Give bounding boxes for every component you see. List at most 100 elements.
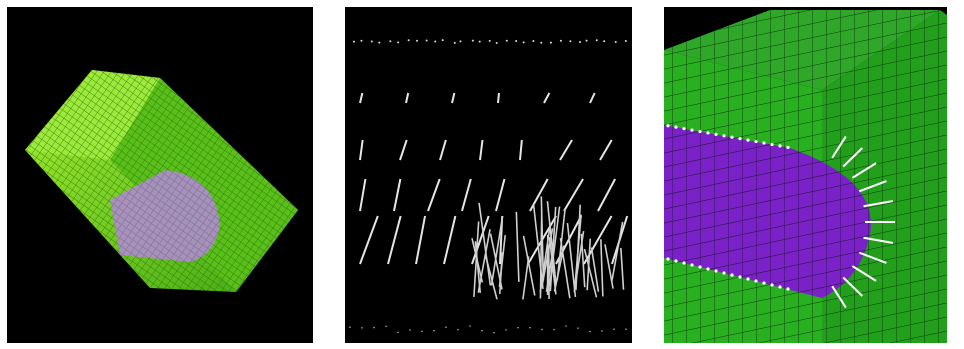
vector: [359, 92, 364, 104]
vector: [497, 92, 500, 104]
dot: [624, 39, 627, 42]
edge-dot: [674, 125, 678, 129]
edge-dot: [730, 273, 734, 277]
vector: [590, 247, 600, 292]
edge-dot: [778, 144, 782, 148]
normal: [842, 147, 864, 168]
edge-dot: [682, 261, 686, 265]
normal-vectors: [666, 124, 895, 309]
vector: [415, 215, 427, 265]
panel-solid-mesh: [7, 7, 313, 343]
vector: [405, 92, 410, 104]
vector: [387, 215, 402, 265]
edge-dot: [722, 134, 726, 138]
edge-dot: [770, 142, 774, 147]
vector: [478, 202, 492, 286]
dot: [625, 328, 627, 331]
vector: [566, 222, 577, 298]
dot: [541, 328, 543, 331]
vector: [471, 215, 490, 265]
dot: [373, 326, 375, 329]
normal: [863, 200, 894, 208]
dot: [505, 39, 508, 42]
vector: [490, 215, 504, 286]
vector: [546, 201, 557, 284]
dot: [589, 330, 591, 333]
vector: [597, 178, 616, 212]
dot: [370, 40, 373, 43]
edge-dot: [690, 128, 694, 132]
panel-background: [345, 7, 632, 343]
vector: [479, 139, 484, 161]
vector: [359, 215, 379, 265]
dot: [421, 330, 423, 333]
dot: [522, 41, 525, 44]
dot: [515, 39, 518, 42]
vector: [600, 239, 604, 297]
edge-dot: [746, 277, 750, 281]
dot: [493, 331, 495, 334]
normal: [851, 162, 877, 179]
edge-dot: [698, 265, 702, 269]
normal: [842, 276, 864, 297]
panel-vector-field: [345, 7, 632, 343]
vector: [583, 248, 598, 298]
dot: [577, 327, 579, 329]
edge-dot: [666, 124, 670, 128]
vector: [439, 139, 447, 161]
dot: [585, 39, 588, 42]
dot: [601, 330, 603, 332]
vector: [548, 237, 557, 295]
vector: [604, 244, 614, 289]
vector: [539, 209, 543, 299]
edge-dot: [706, 267, 710, 271]
normal: [858, 251, 887, 264]
vector: [586, 238, 592, 291]
dot: [549, 41, 552, 44]
edge-dot: [730, 135, 734, 139]
vector: [443, 215, 457, 265]
vector: [477, 229, 491, 293]
cut-mesh-overlay: [110, 170, 220, 262]
dot: [445, 326, 447, 329]
edge-dot: [666, 257, 670, 261]
dot: [361, 327, 363, 329]
vector: [573, 214, 582, 293]
cut-mesh-overlay: [664, 125, 871, 298]
edge-dot: [770, 283, 774, 287]
edge-dot: [754, 139, 758, 144]
edge-dot: [762, 141, 766, 145]
vector: [461, 178, 472, 212]
dot: [553, 328, 555, 331]
dot: [378, 41, 381, 44]
dot: [385, 325, 387, 328]
vector: [359, 139, 364, 161]
dot: [532, 40, 535, 43]
vector: [498, 235, 506, 287]
edge-dot: [714, 269, 718, 273]
vector: [522, 256, 530, 300]
normal: [851, 265, 877, 282]
vector: [589, 92, 596, 104]
edge-dot: [722, 271, 726, 275]
dot: [579, 40, 582, 43]
panel-coarse-mesh: [664, 7, 947, 343]
dot: [569, 40, 572, 43]
dot: [495, 41, 498, 44]
normal: [831, 285, 847, 309]
vector: [599, 139, 613, 161]
vector: [451, 92, 456, 104]
dot: [433, 329, 435, 332]
dot: [603, 40, 606, 43]
edge-dot: [778, 285, 782, 289]
dot: [425, 39, 428, 42]
dot: [349, 326, 351, 329]
vector: [495, 178, 506, 212]
dot: [595, 39, 598, 42]
normal: [858, 180, 887, 193]
vector: [559, 237, 571, 299]
dot: [505, 329, 507, 331]
dot: [407, 39, 410, 42]
edge-dot: [786, 287, 790, 291]
